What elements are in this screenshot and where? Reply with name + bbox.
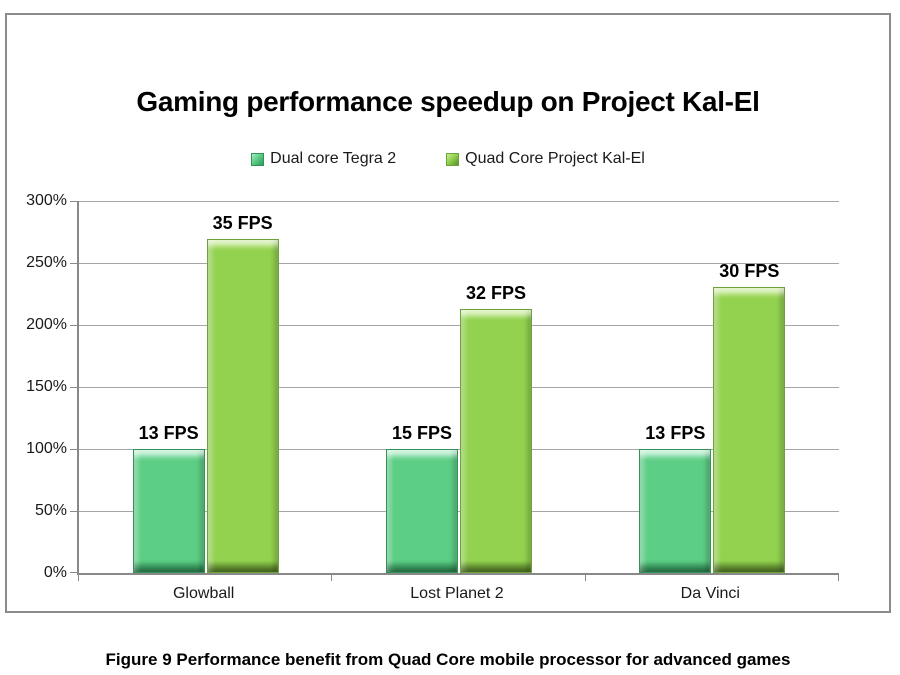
y-axis-tick xyxy=(70,449,79,450)
bar-group-lost-planet-2: 15 FPS 32 FPS xyxy=(332,201,585,573)
figure-caption: Figure 9 Performance benefit from Quad C… xyxy=(105,650,791,669)
bar-quad-core-0: 35 FPS xyxy=(206,213,279,573)
legend: Dual core Tegra 2 Quad Core Project Kal-E… xyxy=(7,148,889,170)
gridline-100% xyxy=(79,449,839,450)
y-axis-labels: 0% 50% 100% 150% 200% 250% 300% xyxy=(7,192,67,581)
bar-group-glowball: 13 FPS 35 FPS xyxy=(79,201,332,573)
bar-data-label: 35 FPS xyxy=(212,213,273,233)
x-axis-tick xyxy=(78,575,79,581)
bar-data-label: 13 FPS xyxy=(138,423,199,443)
bar-group-da-vinci: 13 FPS 30 FPS xyxy=(586,201,839,573)
x-axis-tick xyxy=(838,575,839,581)
y-tick-label: 150% xyxy=(26,378,67,395)
y-tick-label: 50% xyxy=(34,502,67,519)
bar-quad-core-1: 32 FPS xyxy=(459,283,532,573)
y-tick-label: 100% xyxy=(26,440,67,457)
legend-label: Quad Core Project Kal-El xyxy=(465,150,645,167)
bar-fill xyxy=(639,449,712,573)
gridline-200% xyxy=(79,325,839,326)
y-axis-tick xyxy=(70,387,79,388)
bar-fill xyxy=(206,239,279,573)
category-label-da-vinci: Da Vinci xyxy=(680,585,740,602)
x-axis-labels: Glowball Lost Planet 2 Da Vinci xyxy=(77,581,837,603)
y-tick-label: 0% xyxy=(43,564,67,581)
bar-dual-core-1: 15 FPS xyxy=(385,423,458,573)
legend-swatch-icon xyxy=(251,152,265,166)
gridline-50% xyxy=(79,511,839,512)
bar-fill xyxy=(385,449,458,573)
legend-swatch-icon xyxy=(446,152,460,166)
y-axis-tick xyxy=(70,572,79,573)
gridline-250% xyxy=(79,263,839,264)
chart-title: Gaming performance speedup on Project Ka… xyxy=(136,86,760,117)
gridline-300% xyxy=(79,201,839,202)
category-label-glowball: Glowball xyxy=(172,585,235,602)
bar-dual-core-2: 13 FPS xyxy=(639,423,712,573)
bar-data-label: 32 FPS xyxy=(465,283,526,303)
x-axis-tick xyxy=(331,575,333,581)
y-tick-label: 250% xyxy=(26,254,67,271)
bar-data-label: 15 FPS xyxy=(391,423,452,443)
gridline-150% xyxy=(79,387,839,388)
y-tick-label: 200% xyxy=(26,316,67,333)
bar-dual-core-0: 13 FPS xyxy=(132,423,205,573)
y-tick-label: 300% xyxy=(26,192,67,209)
bar-fill xyxy=(459,309,532,573)
bar-data-label: 13 FPS xyxy=(645,423,706,443)
plot-area: 13 FPS 35 FPS 15 FPS 32 FPS 13 FPS 30 FPS xyxy=(70,201,839,581)
chart-frame: Gaming performance speedup on Project Ka… xyxy=(5,13,891,669)
bar-quad-core-2: 30 FPS xyxy=(713,261,786,573)
bar-groups: 13 FPS 35 FPS 15 FPS 32 FPS 13 FPS 30 FPS xyxy=(79,201,839,573)
bar-fill xyxy=(132,449,205,573)
x-axis-tick xyxy=(584,575,586,581)
bar-data-label: 30 FPS xyxy=(719,261,780,281)
y-axis-tick xyxy=(70,201,79,202)
y-axis-tick xyxy=(70,263,79,264)
legend-label: Dual core Tegra 2 xyxy=(270,150,397,167)
category-label-lost-planet-2: Lost Planet 2 xyxy=(410,585,504,602)
y-axis-tick xyxy=(70,511,79,512)
bar-fill xyxy=(713,287,786,573)
y-axis-tick xyxy=(70,325,79,326)
legend-entry-quad-core: Quad Core Project Kal-El xyxy=(446,150,645,168)
legend-entry-dual-core: Dual core Tegra 2 xyxy=(251,150,396,168)
